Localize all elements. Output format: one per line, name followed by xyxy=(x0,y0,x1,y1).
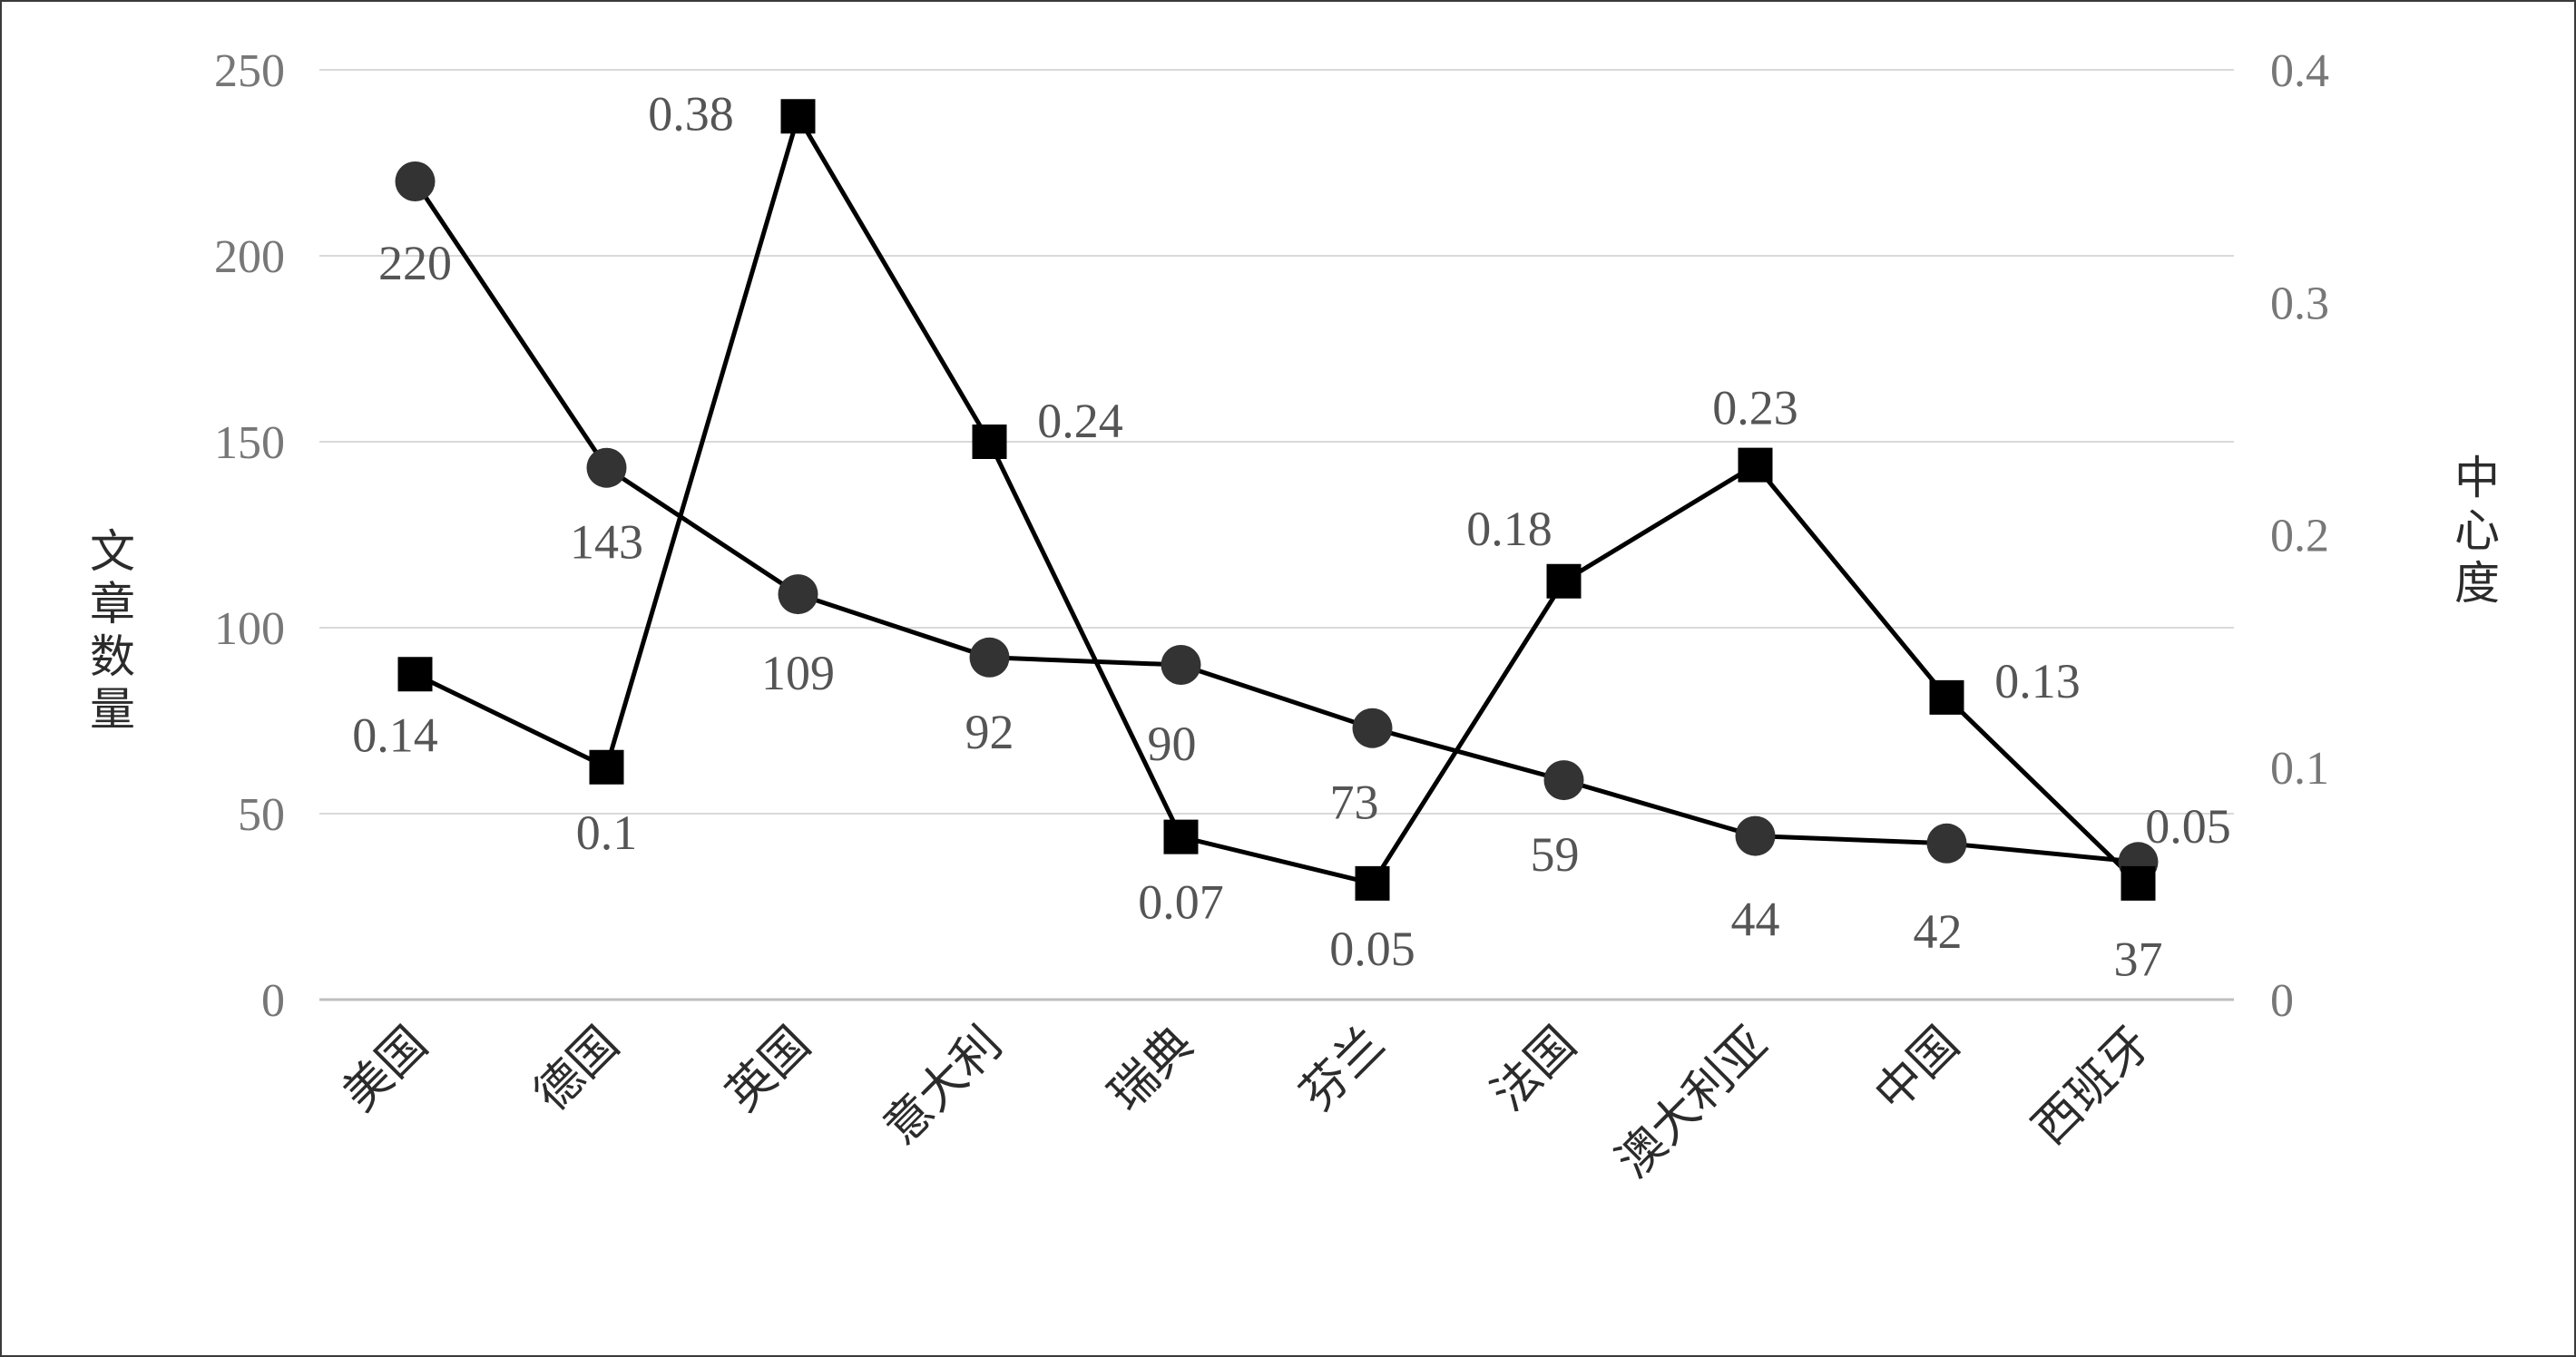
y-tick-label-right: 0.2 xyxy=(2270,511,2329,562)
data-label-centrality: 0.23 xyxy=(1712,381,1798,435)
circle-marker-point xyxy=(395,161,436,201)
data-label-centrality: 0.07 xyxy=(1138,875,1224,930)
circle-marker-point xyxy=(1735,815,1776,856)
square-marker-point xyxy=(1546,563,1582,599)
y-tick-label-right: 0 xyxy=(2270,975,2294,1027)
data-label-centrality: 0.24 xyxy=(1037,394,1123,448)
square-marker-point xyxy=(589,749,624,785)
x-tick-label: 英国 xyxy=(716,1017,821,1122)
y-tick-label-right: 0.1 xyxy=(2270,743,2329,795)
data-label-article-count: 59 xyxy=(1531,827,1580,882)
data-label-article-count: 37 xyxy=(2114,932,2163,986)
data-label-centrality: 0.05 xyxy=(2145,799,2231,854)
y-axis-title-right: 中心度 xyxy=(2454,452,2500,610)
square-marker-point xyxy=(2121,865,2156,901)
circle-marker-point xyxy=(969,637,1010,678)
x-tick-label: 瑞典 xyxy=(1099,1017,1204,1122)
data-label-centrality: 0.14 xyxy=(352,708,438,762)
data-label-centrality: 0.05 xyxy=(1329,922,1415,976)
circle-marker-point xyxy=(778,574,818,615)
y-tick-label-left: 100 xyxy=(214,603,285,655)
circle-marker-point xyxy=(586,447,627,488)
data-label-centrality: 0.13 xyxy=(1994,654,2081,708)
square-marker-point xyxy=(1738,447,1773,483)
data-label-article-count: 90 xyxy=(1148,717,1197,771)
data-label-article-count: 44 xyxy=(1731,893,1780,947)
data-label-article-count: 92 xyxy=(965,705,1014,759)
y-tick-label-left: 200 xyxy=(214,231,285,283)
x-tick-label: 意大利 xyxy=(874,1017,1013,1156)
y-tick-label-left: 150 xyxy=(214,417,285,469)
y-tick-label-right: 0.3 xyxy=(2270,278,2329,329)
data-label-article-count: 73 xyxy=(1330,776,1379,830)
square-marker-point xyxy=(1355,865,1390,901)
x-tick-label: 德国 xyxy=(524,1017,630,1122)
square-marker-point xyxy=(1929,679,1964,715)
x-tick-label: 澳大利亚 xyxy=(1606,1017,1778,1189)
y-axis-title-left: 文章数量 xyxy=(90,525,135,736)
square-marker-point xyxy=(972,425,1007,459)
x-tick-label: 中国 xyxy=(1865,1017,1970,1122)
data-label-article-count: 220 xyxy=(378,236,452,290)
square-marker-point xyxy=(1163,819,1199,854)
data-label-centrality: 0.18 xyxy=(1466,502,1552,556)
x-tick-label: 芬兰 xyxy=(1290,1017,1396,1122)
data-label-article-count: 109 xyxy=(761,646,835,700)
x-tick-label: 美国 xyxy=(333,1017,438,1122)
circle-marker-point xyxy=(1161,645,1201,685)
circle-marker-point xyxy=(1352,708,1393,748)
data-label-centrality: 0.38 xyxy=(648,86,734,141)
data-label-article-count: 42 xyxy=(1914,904,1963,959)
y-tick-label-left: 250 xyxy=(214,45,285,97)
data-label-centrality: 0.1 xyxy=(576,805,638,860)
series-line-centrality xyxy=(414,111,2140,886)
x-tick-label: 西班牙 xyxy=(2023,1017,2161,1156)
square-marker-point xyxy=(780,99,816,134)
circle-marker-point xyxy=(1543,760,1584,801)
series-line-article-count xyxy=(413,180,2139,864)
x-tick-label: 法国 xyxy=(1482,1017,1587,1122)
square-marker-point xyxy=(397,657,433,692)
data-label-article-count: 143 xyxy=(570,515,643,570)
y-tick-label-left: 0 xyxy=(261,975,285,1027)
circle-marker-point xyxy=(1926,823,1967,864)
y-tick-label-right: 0.4 xyxy=(2270,45,2329,97)
y-tick-label-left: 50 xyxy=(238,789,285,841)
